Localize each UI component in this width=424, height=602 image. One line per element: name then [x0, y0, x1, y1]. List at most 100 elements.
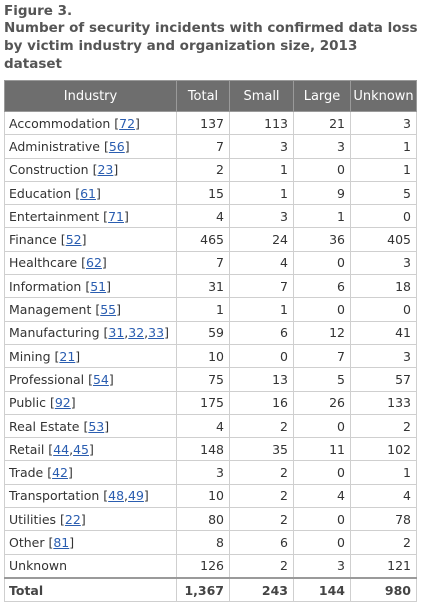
industry-cell: Healthcare [62]: [4, 250, 177, 276]
naics-code-link[interactable]: 51: [90, 278, 107, 294]
industry-cell: Real Estate [53]: [4, 413, 177, 439]
total-cell: 4: [176, 204, 230, 229]
unknown-cell: 102: [350, 437, 417, 462]
header-large: Large: [293, 80, 351, 112]
table-body: Accommodation [72] 137 113 21 3 Administrativ…: [4, 110, 417, 602]
industry-name: Real Estate: [9, 418, 80, 434]
naics-code-link[interactable]: 52: [65, 232, 82, 248]
small-cell: 1: [229, 297, 294, 322]
naics-code-link[interactable]: 81: [53, 534, 70, 550]
industry-name: Transportation: [9, 488, 100, 504]
naics-code-link[interactable]: 32: [128, 325, 145, 341]
total-cell: 75: [176, 367, 230, 392]
unknown-cell: 133: [350, 390, 417, 415]
small-cell: 24: [229, 227, 294, 252]
unknown-cell: 1: [350, 157, 417, 182]
naics-code-link[interactable]: 71: [108, 208, 124, 224]
small-cell: 7: [229, 274, 294, 299]
naics-code-link[interactable]: 56: [108, 138, 125, 154]
small-cell: 6: [229, 530, 294, 555]
unknown-cell: 1: [350, 134, 417, 159]
naics-code-link[interactable]: 31: [108, 325, 125, 341]
total-cell: 137: [176, 110, 230, 136]
large-cell: 21: [293, 110, 351, 136]
industry-name: Management: [9, 302, 92, 318]
naics-code-link[interactable]: 42: [52, 465, 68, 481]
industry-cell: Administrative [56]: [4, 134, 177, 159]
unknown-cell: 57: [350, 367, 417, 392]
unknown-cell: 5: [350, 180, 417, 206]
naics-code-link[interactable]: 61: [80, 185, 96, 201]
industry-name: Healthcare: [9, 255, 78, 271]
industry-cell: Mining [21]: [4, 343, 177, 369]
naics-code-link[interactable]: 55: [100, 302, 117, 318]
industry-name: Information: [9, 278, 82, 294]
large-cell: 0: [293, 413, 351, 439]
table-row: Finance [52] 465 24 36 405: [4, 227, 417, 252]
naics-code-link[interactable]: 23: [97, 162, 114, 178]
unknown-cell: 18: [350, 274, 417, 299]
naics-code-link[interactable]: 22: [64, 511, 81, 527]
total-large-cell: 144: [293, 576, 351, 602]
small-cell: 6: [229, 320, 294, 345]
naics-code-link[interactable]: 62: [86, 255, 102, 271]
industry-name: Education: [9, 185, 72, 201]
total-row: Total 1,367 243 144 980: [4, 576, 417, 602]
header-total: Total: [176, 80, 230, 112]
large-cell: 3: [293, 553, 351, 579]
industry-name: Accommodation: [9, 115, 111, 131]
industry-name: Finance: [9, 232, 57, 248]
figure-label: Figure 3.: [4, 3, 73, 19]
small-cell: 2: [229, 507, 294, 532]
industry-name: Professional: [9, 371, 85, 387]
large-cell: 26: [293, 390, 351, 415]
industry-name: Other: [9, 534, 45, 550]
unknown-cell: 405: [350, 227, 417, 252]
total-cell: 10: [176, 483, 230, 509]
small-cell: 2: [229, 553, 294, 579]
naics-code-link[interactable]: 54: [92, 371, 109, 387]
small-cell: 2: [229, 413, 294, 439]
incidents-table: Industry Total Small Large Unknown Accom…: [4, 80, 417, 602]
table-row: Mining [21] 10 0 7 3: [4, 343, 417, 369]
industry-name: Construction: [9, 162, 89, 178]
table-row: Transportation [48,49] 10 2 4 4: [4, 483, 417, 509]
table-row: Unknown 126 2 3 121: [4, 553, 417, 579]
large-cell: 3: [293, 134, 351, 159]
naics-code-link[interactable]: 33: [148, 325, 165, 341]
total-cell: 175: [176, 390, 230, 415]
table-row: Retail [44,45] 148 35 11 102: [4, 437, 417, 462]
naics-code-link[interactable]: 49: [128, 488, 144, 504]
header-industry: Industry: [4, 80, 177, 112]
total-cell: 2: [176, 157, 230, 182]
naics-code-link[interactable]: 72: [119, 115, 136, 131]
table-row: Manufacturing [31,32,33] 59 6 12 41: [4, 320, 417, 345]
industry-name: Public: [9, 395, 46, 411]
total-cell: 1: [176, 297, 230, 322]
total-cell: 31: [176, 274, 230, 299]
table-row: Administrative [56] 7 3 3 1: [4, 134, 417, 159]
naics-code-link[interactable]: 53: [88, 418, 105, 434]
large-cell: 0: [293, 530, 351, 555]
naics-code-link[interactable]: 48: [108, 488, 125, 504]
total-total-cell: 1,367: [176, 576, 230, 602]
unknown-cell: 78: [350, 507, 417, 532]
industry-name: Manufacturing: [9, 325, 100, 341]
naics-code-link[interactable]: 92: [54, 395, 71, 411]
industry-name: Retail: [9, 441, 45, 457]
table-row: Utilities [22] 80 2 0 78: [4, 507, 417, 532]
industry-cell: Management [55]: [4, 297, 177, 322]
industry-cell: Education [61]: [4, 180, 177, 206]
small-cell: 3: [229, 134, 294, 159]
naics-code-link[interactable]: 21: [59, 348, 76, 364]
unknown-cell: 2: [350, 413, 417, 439]
total-cell: 465: [176, 227, 230, 252]
large-cell: 7: [293, 343, 351, 369]
naics-code-link[interactable]: 44: [53, 441, 70, 457]
unknown-cell: 0: [350, 204, 417, 229]
total-label-cell: Total: [4, 576, 177, 602]
unknown-cell: 4: [350, 483, 417, 509]
total-cell: 80: [176, 507, 230, 532]
naics-code-link[interactable]: 45: [73, 441, 89, 457]
table-row: Professional [54] 75 13 5 57: [4, 367, 417, 392]
